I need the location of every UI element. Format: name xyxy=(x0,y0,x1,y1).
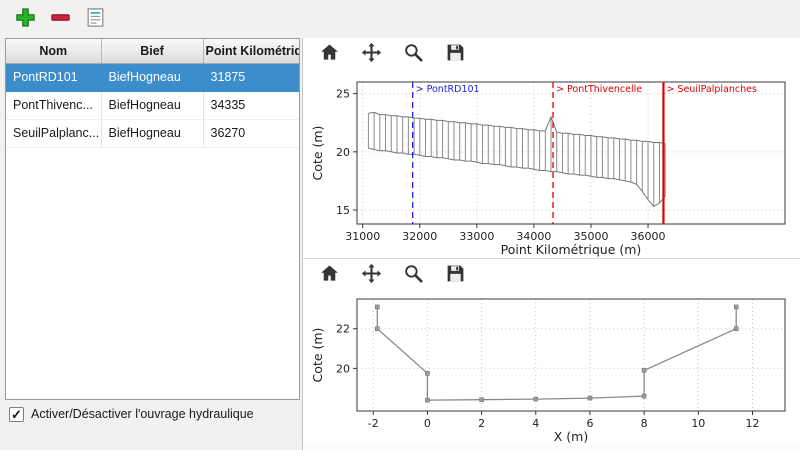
table-header-row: Nom Bief Point Kilométrique xyxy=(6,39,299,64)
svg-text:Point Kilométrique (m): Point Kilométrique (m) xyxy=(501,242,642,257)
charts-panel: 31000 32000 33000 34000 35000 36000 15 20 25 > Po… xyxy=(302,38,800,450)
profile-chart-canvas[interactable]: 31000 32000 33000 34000 35000 36000 15 20 25 > Po… xyxy=(309,70,795,258)
profile-chart-panel: 31000 32000 33000 34000 35000 36000 15 20 25 > Po… xyxy=(303,38,800,258)
column-header-bief[interactable]: Bief xyxy=(101,39,204,64)
cell-pk: 36270 xyxy=(203,119,299,148)
home-icon xyxy=(319,42,340,66)
svg-text:> PontThivencelle: > PontThivencelle xyxy=(556,84,642,95)
profile-home-button[interactable] xyxy=(317,42,342,67)
document-icon xyxy=(85,7,106,31)
svg-text:25: 25 xyxy=(336,88,350,101)
section-chart-toolbar xyxy=(303,259,800,291)
svg-text:31000: 31000 xyxy=(345,230,380,243)
svg-text:4: 4 xyxy=(532,417,539,430)
cell-nom: PontThivenc... xyxy=(6,91,102,120)
svg-text:35000: 35000 xyxy=(573,230,608,243)
table-row[interactable]: PontRD101 BiefHogneau 31875 xyxy=(6,63,299,92)
cell-pk: 34335 xyxy=(203,91,299,120)
pan-icon xyxy=(361,42,382,66)
main-toolbar xyxy=(0,0,800,38)
ouvrages-panel: Nom Bief Point Kilométrique PontRD101 Bi… xyxy=(0,38,302,450)
cell-bief: BiefHogneau xyxy=(101,63,204,92)
section-chart-canvas[interactable]: -2 0 2 4 6 8 10 12 20 22 X (m) Cote (m) xyxy=(309,291,795,445)
zoom-icon xyxy=(403,263,424,287)
column-header-nom[interactable]: Nom xyxy=(6,39,102,64)
profile-zoom-button[interactable] xyxy=(401,42,426,67)
section-pan-button[interactable] xyxy=(359,263,384,288)
svg-text:36000: 36000 xyxy=(631,230,666,243)
svg-text:Cote (m): Cote (m) xyxy=(310,126,325,181)
cell-nom: SeuilPalplanc... xyxy=(6,119,102,148)
profile-pan-button[interactable] xyxy=(359,42,384,67)
save-icon xyxy=(445,42,466,66)
svg-text:> SeuilPalplanches: > SeuilPalplanches xyxy=(666,84,757,95)
section-save-button[interactable] xyxy=(443,263,468,288)
svg-text:X (m): X (m) xyxy=(554,429,588,444)
column-header-pk[interactable]: Point Kilométrique xyxy=(203,39,299,64)
svg-text:15: 15 xyxy=(336,204,350,217)
cell-nom: PontRD101 xyxy=(6,63,102,92)
section-chart-panel: -2 0 2 4 6 8 10 12 20 22 X (m) Cote (m) xyxy=(303,258,800,445)
ouvrages-table: Nom Bief Point Kilométrique PontRD101 Bi… xyxy=(5,38,300,400)
profile-chart-toolbar xyxy=(303,38,800,70)
section-zoom-button[interactable] xyxy=(401,263,426,288)
svg-text:2: 2 xyxy=(478,417,485,430)
ouvrage-active-checkbox[interactable]: ✓ xyxy=(9,406,24,422)
ouvrage-active-label: Activer/Désactiver l'ouvrage hydraulique xyxy=(31,407,254,421)
cell-bief: BiefHogneau xyxy=(101,91,204,120)
svg-text:22: 22 xyxy=(336,323,350,336)
zoom-icon xyxy=(403,42,424,66)
svg-text:20: 20 xyxy=(336,362,350,375)
svg-text:-2: -2 xyxy=(368,417,379,430)
svg-text:0: 0 xyxy=(424,417,431,430)
svg-text:32000: 32000 xyxy=(402,230,437,243)
svg-text:Cote (m): Cote (m) xyxy=(310,328,325,383)
svg-text:8: 8 xyxy=(641,417,648,430)
home-icon xyxy=(319,263,340,287)
profile-save-button[interactable] xyxy=(443,42,468,67)
section-home-button[interactable] xyxy=(317,263,342,288)
ouvrage-active-row: ✓ Activer/Désactiver l'ouvrage hydrauliq… xyxy=(5,400,300,424)
table-row[interactable]: PontThivenc... BiefHogneau 34335 xyxy=(6,91,299,120)
svg-text:20: 20 xyxy=(336,146,350,159)
svg-text:6: 6 xyxy=(586,417,593,430)
table-row[interactable]: SeuilPalplanc... BiefHogneau 36270 xyxy=(6,119,299,148)
save-icon xyxy=(445,263,466,287)
svg-text:> PontRD101: > PontRD101 xyxy=(416,84,480,95)
svg-text:33000: 33000 xyxy=(459,230,494,243)
remove-ouvrage-button[interactable] xyxy=(47,6,74,33)
svg-text:12: 12 xyxy=(745,417,759,430)
svg-text:34000: 34000 xyxy=(516,230,551,243)
minus-icon xyxy=(50,7,71,31)
plus-icon xyxy=(15,7,36,31)
edit-ouvrage-button[interactable] xyxy=(82,6,109,33)
svg-text:10: 10 xyxy=(691,417,705,430)
cell-bief: BiefHogneau xyxy=(101,119,204,148)
main-content: Nom Bief Point Kilométrique PontRD101 Bi… xyxy=(0,38,800,450)
cell-pk: 31875 xyxy=(203,63,299,92)
add-ouvrage-button[interactable] xyxy=(12,6,39,33)
pan-icon xyxy=(361,263,382,287)
